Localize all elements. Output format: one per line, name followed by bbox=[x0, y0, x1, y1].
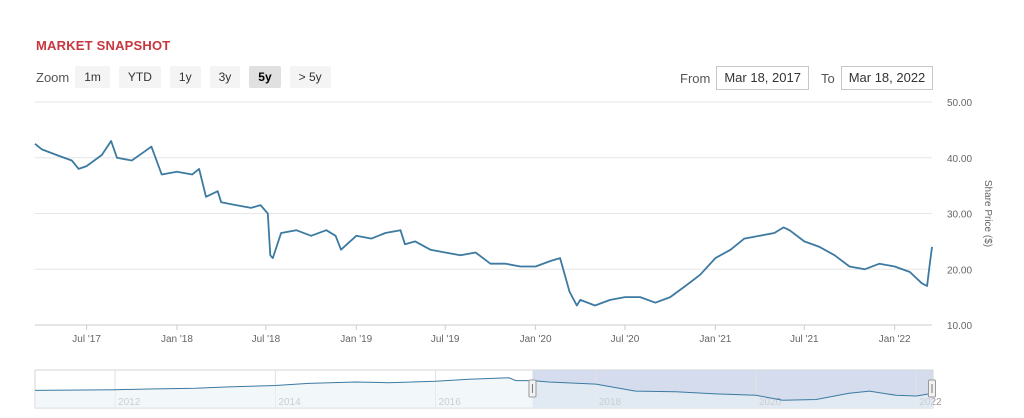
navigator-area bbox=[35, 377, 933, 408]
price-series-line bbox=[34, 140, 933, 307]
x-tick-label: Jul '20 bbox=[611, 334, 640, 345]
x-tick-label: Jan '20 bbox=[520, 334, 552, 345]
x-tick-label: Jan '21 bbox=[699, 334, 731, 345]
x-tick-label: Jul '21 bbox=[790, 334, 819, 345]
zoom-5y-button[interactable]: 5y bbox=[249, 66, 281, 88]
y-tick-label: 30.00 bbox=[947, 210, 972, 221]
zoom-label: Zoom bbox=[36, 69, 70, 85]
date-range: From Mar 18, 2017 To Mar 18, 2022 bbox=[680, 66, 934, 90]
y-axis-title: Share Price ($) bbox=[982, 180, 993, 247]
x-tick-label: Jan '22 bbox=[879, 334, 911, 345]
y-tick-label: 50.00 bbox=[947, 98, 972, 109]
zoom-all-button[interactable]: > 5y bbox=[289, 66, 331, 88]
zoom-1m-button[interactable]: 1m bbox=[75, 66, 110, 88]
y-tick-label: 20.00 bbox=[947, 265, 972, 276]
y-tick-label: 40.00 bbox=[947, 154, 972, 165]
from-date-input[interactable]: Mar 18, 2017 bbox=[716, 66, 809, 90]
zoom-3y-button[interactable]: 3y bbox=[209, 66, 241, 88]
x-tick-label: Jan '19 bbox=[340, 334, 372, 345]
zoom-controls: Zoom 1m YTD 1y 3y 5y > 5y bbox=[36, 66, 340, 88]
x-tick-label: Jul '17 bbox=[72, 334, 101, 345]
to-label: To bbox=[820, 70, 835, 86]
from-label: From bbox=[680, 70, 711, 86]
zoom-1y-button[interactable]: 1y bbox=[169, 66, 201, 88]
y-tick-label: 10.00 bbox=[947, 321, 972, 332]
x-tick-label: Jul '18 bbox=[252, 334, 281, 345]
zoom-ytd-button[interactable]: YTD bbox=[118, 66, 161, 88]
x-tick-label: Jul '19 bbox=[431, 334, 460, 345]
x-tick-label: Jan '18 bbox=[161, 334, 193, 345]
section-title: MARKET SNAPSHOT bbox=[36, 38, 171, 53]
to-date-input[interactable]: Mar 18, 2022 bbox=[840, 66, 934, 90]
